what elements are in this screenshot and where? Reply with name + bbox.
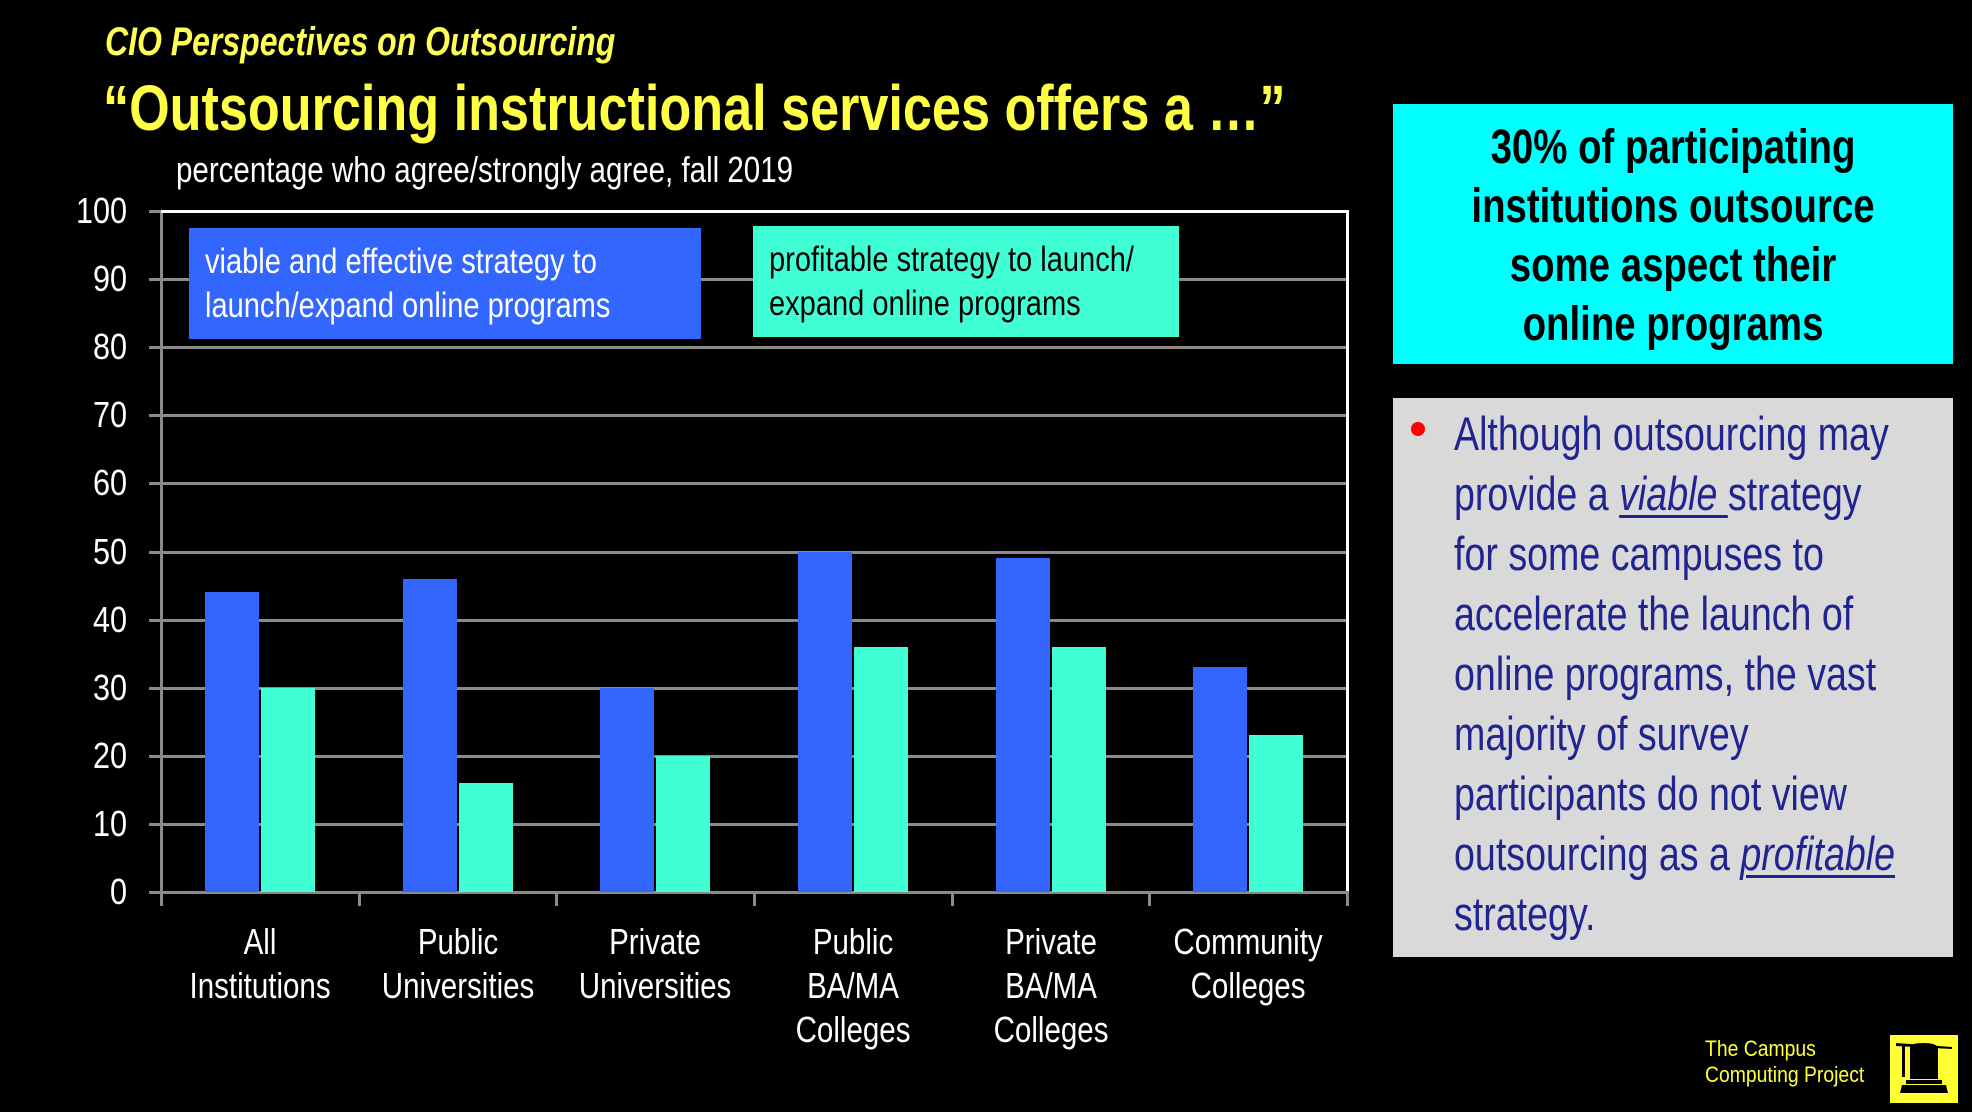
- gridline: [161, 618, 1347, 622]
- y-tick-label: 100: [75, 190, 127, 231]
- bar-viable: [995, 558, 1050, 892]
- x-tick: [555, 892, 559, 906]
- gridline: [161, 822, 1347, 826]
- gridline: [161, 482, 1347, 486]
- bar-chart-plot-area: viable and effective strategy to launch/…: [149, 210, 1349, 906]
- bar-viable: [205, 592, 259, 892]
- gridline: [161, 686, 1347, 690]
- bar-profitable: [261, 687, 315, 892]
- slide-subtitle: CIO Perspectives on Outsourcing: [105, 20, 616, 64]
- y-tick-label: 20: [92, 734, 127, 776]
- bar-profitable: [458, 783, 513, 892]
- bullet-icon: [1411, 422, 1425, 436]
- y-tick-label: 30: [92, 666, 127, 708]
- y-tick: [149, 891, 161, 894]
- x-category-label: Private BA/MA Colleges: [993, 921, 1109, 1050]
- y-axis-line: [160, 211, 163, 905]
- y-tick: [149, 618, 161, 622]
- y-tick-label: 90: [92, 258, 127, 300]
- commentary-line: strategy.: [1454, 887, 1596, 940]
- y-tick: [149, 754, 161, 758]
- x-tick: [357, 892, 361, 906]
- y-tick: [149, 278, 161, 282]
- bar-viable: [402, 578, 457, 892]
- y-tick: [149, 346, 161, 350]
- y-tick: [149, 414, 161, 418]
- bar-viable: [798, 551, 852, 892]
- y-tick-label: 60: [92, 462, 127, 504]
- y-tick-label: 40: [92, 598, 127, 640]
- plot-top-border: [161, 210, 1349, 213]
- slide-title: “Outsourcing instructional services offe…: [103, 72, 1286, 144]
- y-tick-label: 10: [92, 802, 127, 844]
- x-category-label: Private Universities: [579, 921, 732, 1006]
- x-tick: [160, 892, 163, 906]
- commentary-line: outsourcing as a profitable: [1454, 827, 1896, 880]
- bar-profitable: [1051, 646, 1106, 892]
- commentary-line: online programs, the vast: [1454, 647, 1877, 700]
- x-category-label: All Institutions: [189, 921, 331, 1006]
- callout-box: 30% of participating institutions outsou…: [1393, 104, 1953, 364]
- gridline: [161, 754, 1347, 758]
- y-tick: [149, 550, 161, 554]
- bar-viable: [600, 687, 655, 892]
- gridline: [161, 550, 1347, 554]
- commentary-text: Although outsourcing may provide a viable…: [1454, 404, 1972, 944]
- y-tick: [149, 210, 161, 213]
- y-tick-label: 70: [92, 394, 127, 436]
- x-tick: [753, 892, 756, 906]
- x-category-label: Public BA/MA Colleges: [795, 921, 911, 1050]
- commentary-box: Although outsourcing may provide a viable…: [1393, 398, 1953, 957]
- campus-computing-logo-icon: [1890, 1035, 1958, 1103]
- x-tick: [950, 892, 954, 906]
- x-category-label: Community Colleges: [1173, 921, 1323, 1006]
- commentary-line: provide a viable strategy: [1454, 467, 1862, 520]
- x-category-label: Public Universities: [381, 921, 534, 1006]
- bar-profitable: [656, 755, 711, 892]
- logo-text: The Campus Computing Project: [1705, 1036, 1865, 1087]
- chart-subheading: percentage who agree/strongly agree, fal…: [176, 149, 794, 190]
- x-tick: [1148, 892, 1152, 906]
- commentary-line: participants do not view: [1454, 767, 1847, 820]
- gridline: [161, 414, 1347, 418]
- y-tick: [149, 686, 161, 690]
- y-tick-label: 0: [109, 871, 127, 912]
- legend-viable-strategy: viable and effective strategy to launch/…: [189, 228, 701, 339]
- y-tick: [149, 482, 161, 486]
- plot-right-border: [1346, 211, 1349, 894]
- x-tick: [1346, 892, 1349, 906]
- bar-profitable: [854, 646, 908, 892]
- bar-viable: [1193, 667, 1248, 892]
- bar-profitable: [1249, 735, 1304, 892]
- commentary-line: Although outsourcing may: [1454, 407, 1889, 460]
- y-tick: [149, 822, 161, 826]
- commentary-line: majority of survey: [1454, 707, 1749, 760]
- legend-profitable-strategy: profitable strategy to launch/ expand on…: [753, 226, 1179, 337]
- commentary-line: accelerate the launch of: [1454, 587, 1854, 640]
- gridline: [161, 346, 1347, 350]
- y-tick-label: 80: [92, 326, 127, 368]
- commentary-line: for some campuses to: [1454, 527, 1824, 580]
- y-tick-label: 50: [92, 530, 127, 572]
